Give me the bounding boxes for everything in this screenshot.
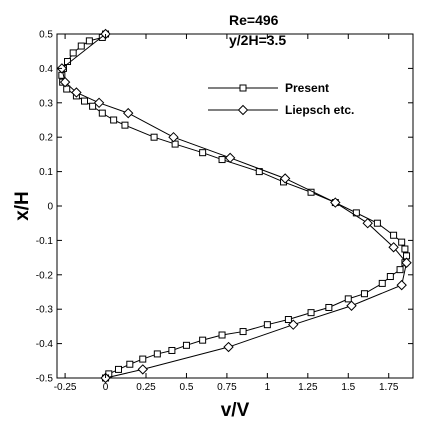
data-point-present <box>360 290 368 298</box>
legend-marker-shape <box>237 104 249 116</box>
x-tick-label: 1.75 <box>379 382 399 393</box>
legend-label-liepsch: Liepsch etc. <box>285 103 354 117</box>
data-point-present <box>396 266 404 274</box>
x-tick-label: 1 <box>265 382 271 393</box>
legend-label-present: Present <box>285 81 329 95</box>
data-point-liepsch <box>330 197 341 208</box>
curves-layer <box>56 28 412 384</box>
data-point-liepsch <box>223 341 234 353</box>
data-point-present <box>81 97 89 105</box>
data-point-present <box>307 309 315 317</box>
y-tick-label: 0.2 <box>39 133 53 144</box>
data-point-present <box>121 121 129 129</box>
data-point-present <box>378 279 386 287</box>
y-tick-label: -0.3 <box>36 305 54 316</box>
x-tick-label: 1.5 <box>341 382 355 393</box>
y-axis-title: x/H <box>12 191 33 221</box>
data-point-liepsch <box>168 131 179 143</box>
y-tick-label: -0.5 <box>36 374 54 385</box>
data-point-liepsch <box>396 279 407 291</box>
y-tick-label: -0.4 <box>36 339 54 350</box>
data-point-present <box>168 346 176 354</box>
x-tick-label: 0.5 <box>180 382 194 393</box>
series-line-liepsch <box>61 33 408 379</box>
data-point-liepsch <box>279 173 291 184</box>
x-tick-label: 0.25 <box>136 382 156 393</box>
data-point-present <box>98 109 106 117</box>
data-point-liepsch <box>362 217 373 229</box>
y-tick-label: 0.1 <box>39 167 53 178</box>
data-point-present <box>110 116 118 124</box>
legend: Present Liepsch etc. <box>208 81 354 117</box>
y-tick-label: 0.4 <box>39 64 53 75</box>
legend-marker-liepsch <box>237 104 249 116</box>
data-point-present <box>373 219 381 227</box>
y-tick-label: -0.1 <box>36 236 54 247</box>
data-point-present <box>85 37 93 45</box>
data-point-present <box>401 245 409 253</box>
x-tick-label: 0 <box>103 382 109 393</box>
data-point-liepsch <box>401 257 412 268</box>
annotation-reynolds: Re=496 <box>229 12 279 28</box>
data-point-present <box>218 156 226 164</box>
data-point-present <box>77 42 85 50</box>
data-point-present <box>390 231 398 239</box>
data-point-present <box>344 295 352 303</box>
data-point-present <box>239 328 247 336</box>
data-point-present <box>153 350 161 358</box>
data-point-present <box>150 133 158 141</box>
plot-frame <box>56 33 414 379</box>
data-point-present <box>171 140 179 148</box>
data-point-liepsch <box>137 364 148 375</box>
data-point-present <box>325 303 333 311</box>
data-point-liepsch <box>59 76 71 88</box>
data-point-present <box>398 238 406 246</box>
legend-marker-present <box>239 84 247 92</box>
data-point-liepsch <box>288 319 299 330</box>
data-point-present <box>199 149 207 157</box>
legend-marker-shape <box>239 84 247 92</box>
series-line-present <box>61 33 408 379</box>
data-point-present <box>89 102 97 110</box>
data-point-present <box>139 355 147 363</box>
data-point-liepsch <box>122 107 134 119</box>
data-point-present <box>126 360 134 368</box>
data-point-present <box>114 365 122 373</box>
data-point-liepsch <box>93 97 105 109</box>
data-point-present <box>199 336 207 344</box>
data-point-present <box>218 331 226 339</box>
data-point-present <box>182 341 190 349</box>
x-tick-label: 0.75 <box>217 382 237 393</box>
y-tick-label: 0.5 <box>39 30 53 41</box>
data-point-present <box>386 273 394 281</box>
y-tick-label: 0.3 <box>39 98 53 109</box>
data-point-present <box>263 321 271 329</box>
data-point-liepsch <box>388 242 399 253</box>
data-point-liepsch <box>224 152 236 164</box>
annotation-position-ratio: y/2H=3.5 <box>229 32 286 48</box>
x-tick-label: -0.25 <box>54 382 77 393</box>
data-point-liepsch <box>71 87 82 98</box>
data-point-present <box>284 316 292 324</box>
y-tick-label: -0.2 <box>36 270 54 281</box>
plot-area: -0.25 0 0.25 0.5 0.75 1 1.25 1.5 1.75 -0.5 -0.4 -0.… <box>36 28 414 393</box>
data-point-present <box>63 85 71 93</box>
y-tick-label: 0 <box>47 202 53 213</box>
x-axis-title: v/V <box>221 400 250 421</box>
x-tick-label: 1.25 <box>298 382 318 393</box>
ticks-layer: -0.25 0 0.25 0.5 0.75 1 1.25 1.5 1.75 -0.5 -0.4 -0.… <box>36 30 413 393</box>
data-point-present <box>69 49 77 57</box>
data-point-liepsch <box>346 300 357 311</box>
